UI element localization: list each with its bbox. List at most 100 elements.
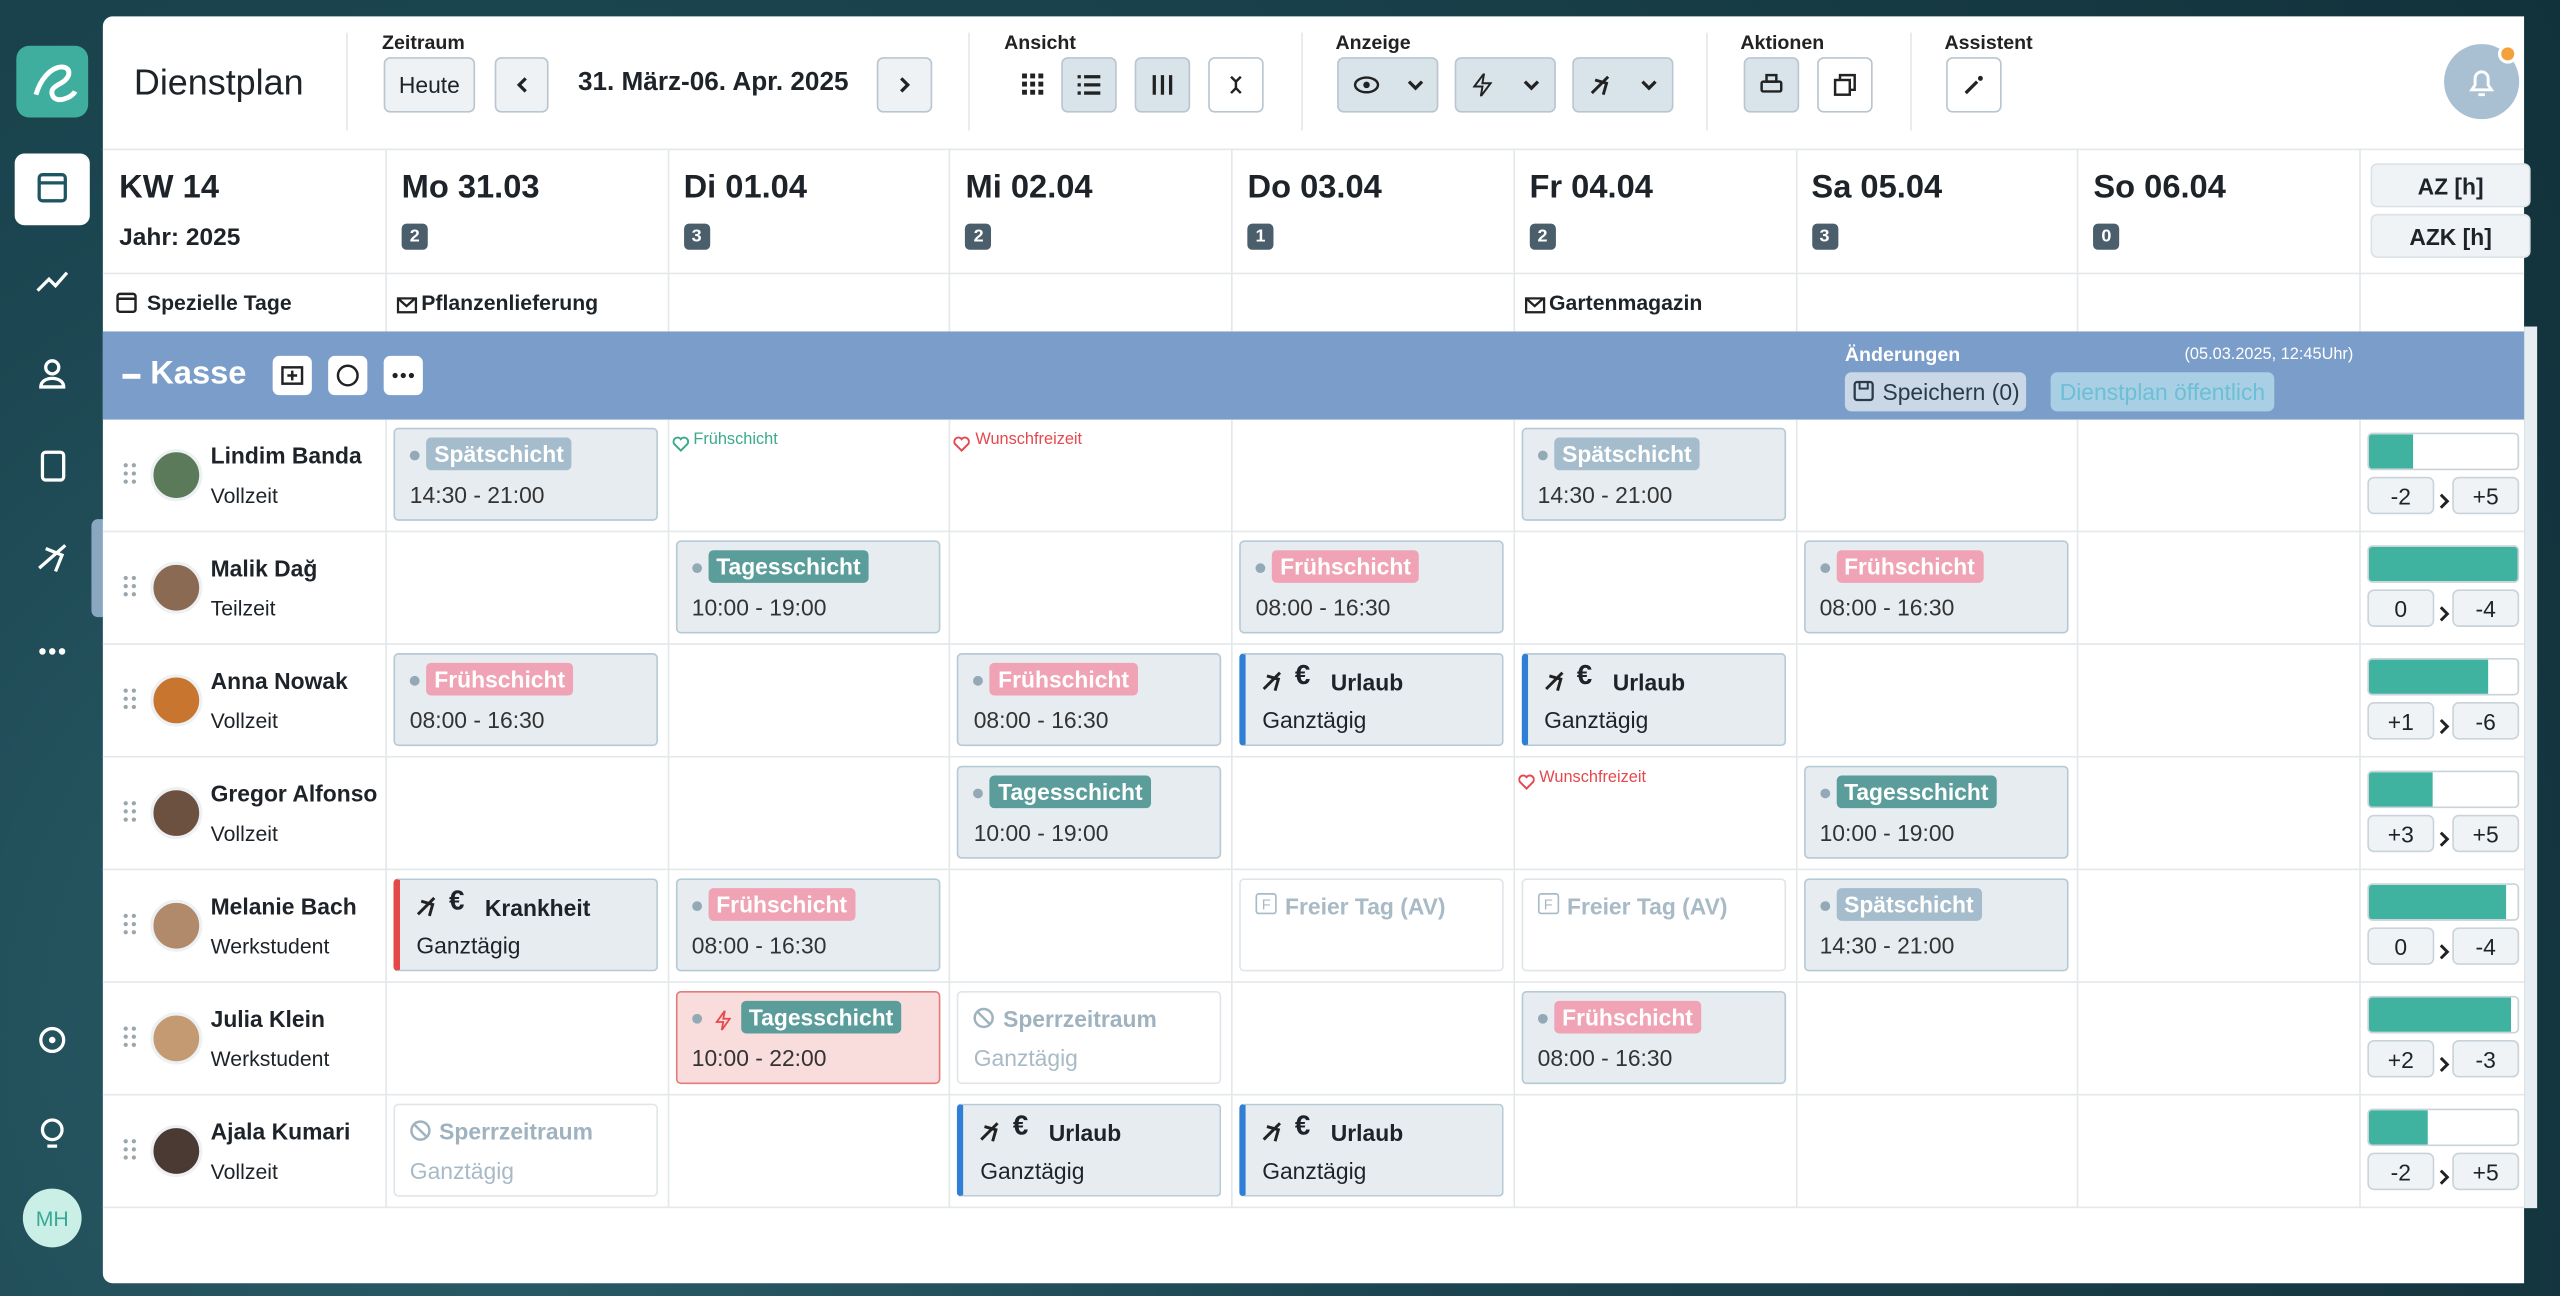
shift-time: 08:00 - 16:30 xyxy=(1255,594,1391,621)
cell-blocked[interactable]: Sperrzeitraum Ganztägig xyxy=(393,1103,658,1197)
next-button[interactable] xyxy=(876,57,933,113)
hours-bar-track xyxy=(2367,432,2520,471)
az-value[interactable]: +1 xyxy=(2367,702,2435,740)
group-comment[interactable] xyxy=(328,355,368,396)
az-value[interactable]: +2 xyxy=(2367,1039,2435,1078)
caret xyxy=(1522,80,1539,91)
cell-shift[interactable]: Spätschicht 14:30 - 21:00 xyxy=(1803,878,2068,972)
cell-blocked[interactable]: Sperrzeitraum Ganztägig xyxy=(957,991,1222,1085)
nav-settings[interactable] xyxy=(29,1017,75,1063)
cell-absence[interactable]: € Urlaub Ganztägig xyxy=(1521,653,1786,747)
nav-calendar[interactable] xyxy=(14,153,90,226)
heart-icon-svg xyxy=(953,436,971,452)
azk-value[interactable]: +5 xyxy=(2452,476,2520,515)
cell-shift[interactable]: Tagesschicht 10:00 - 19:00 xyxy=(675,540,940,634)
publish-button[interactable]: Dienstplan öffentlich xyxy=(2050,372,2275,412)
cell-shift[interactable]: Tagesschicht 10:00 - 22:00 xyxy=(675,991,940,1085)
employee-name: Anna Nowak xyxy=(210,667,348,694)
az-value[interactable]: +3 xyxy=(2367,814,2435,853)
status-dot xyxy=(1819,901,1830,912)
drag-handle-svg xyxy=(123,1139,136,1160)
logo[interactable] xyxy=(16,45,89,118)
nav-vacation[interactable] xyxy=(29,536,75,582)
display-eye[interactable] xyxy=(1337,57,1439,113)
scrollbar[interactable] xyxy=(2524,326,2538,1209)
collapse-minus[interactable] xyxy=(122,373,141,379)
print-button[interactable] xyxy=(1743,57,1800,113)
column-line xyxy=(949,148,951,332)
cell-shift[interactable]: Frühschicht 08:00 - 16:30 xyxy=(1239,540,1504,634)
azk-value[interactable]: -4 xyxy=(2452,927,2520,965)
summary-header: AZ [h] xyxy=(2370,163,2531,208)
azk-value[interactable]: +5 xyxy=(2452,814,2520,853)
cell-free[interactable]: F Freier Tag (AV) xyxy=(1239,878,1504,972)
nav-ideas[interactable] xyxy=(29,1110,75,1156)
nav-docs[interactable] xyxy=(29,444,75,490)
cell-shift[interactable]: Tagesschicht 10:00 - 19:00 xyxy=(957,765,1222,859)
display-absences[interactable] xyxy=(1572,57,1674,113)
date-range: 31. März-06. Apr. 2025 xyxy=(577,68,849,97)
employee-contract: Vollzeit xyxy=(210,483,278,508)
copy-button[interactable] xyxy=(1817,57,1873,113)
group-more[interactable] xyxy=(383,355,423,396)
az-value[interactable]: 0 xyxy=(2367,589,2435,627)
cell-shift[interactable]: Frühschicht 08:00 - 16:30 xyxy=(1521,991,1786,1085)
az-value[interactable]: -2 xyxy=(2367,1152,2435,1191)
arrow-icon xyxy=(2438,601,2451,630)
save-button[interactable]: Speichern (0) xyxy=(1844,372,2027,412)
cell-absence[interactable]: € Urlaub Ganztägig xyxy=(1239,653,1504,747)
nav-more[interactable] xyxy=(29,629,75,675)
employee-contract: Teilzeit xyxy=(210,595,276,621)
az-value[interactable]: -2 xyxy=(2367,476,2435,515)
drag-handle-svg xyxy=(123,688,136,710)
logo-icon xyxy=(33,64,78,103)
group-label: Assistent xyxy=(1944,31,2033,54)
cell-shift[interactable]: Frühschicht 08:00 - 16:30 xyxy=(957,653,1222,747)
prev-button[interactable] xyxy=(494,57,549,113)
copy-icon xyxy=(1833,73,1856,96)
free-label: Freier Tag (AV) xyxy=(1285,893,1446,920)
shift-label: Tagesschicht xyxy=(990,775,1151,809)
cell-absence[interactable]: € Krankheit Ganztägig xyxy=(393,878,658,972)
cell-absence[interactable]: € Urlaub Ganztägig xyxy=(957,1103,1222,1197)
status-dot xyxy=(973,788,984,799)
view-collapse[interactable] xyxy=(1208,57,1264,113)
display-conflicts[interactable] xyxy=(1454,57,1556,113)
column-line xyxy=(2359,419,2361,1209)
absence-label: Urlaub xyxy=(1048,1119,1122,1147)
nav-people[interactable] xyxy=(29,351,75,397)
az-value[interactable]: 0 xyxy=(2367,927,2435,965)
column-line xyxy=(385,419,387,1209)
cell-free[interactable]: F Freier Tag (AV) xyxy=(1521,878,1786,972)
cell-shift[interactable]: Frühschicht 08:00 - 16:30 xyxy=(1803,540,2068,634)
cell-absence[interactable]: € Urlaub Ganztägig xyxy=(1239,1103,1504,1197)
avatar xyxy=(150,899,203,952)
hours-bar xyxy=(2368,434,2414,469)
view-list[interactable] xyxy=(1061,57,1117,113)
azk-value[interactable]: +5 xyxy=(2452,1152,2520,1191)
nav-stats[interactable] xyxy=(29,258,75,304)
user-avatar[interactable]: MH xyxy=(22,1188,82,1248)
arrow-icon-svg xyxy=(2439,606,2450,622)
cell-shift[interactable]: Frühschicht 08:00 - 16:30 xyxy=(393,653,658,747)
azk-value[interactable]: -4 xyxy=(2452,589,2520,627)
view-columns[interactable] xyxy=(1134,57,1191,113)
cell-shift[interactable]: Spätschicht 14:30 - 21:00 xyxy=(393,427,658,521)
employee-contract: Werkstudent xyxy=(210,1046,330,1072)
group-add[interactable] xyxy=(272,355,312,396)
view-grid[interactable] xyxy=(1006,57,1062,113)
shift-label: Frühschicht xyxy=(1835,550,1984,583)
shift-time: 10:00 - 19:00 xyxy=(1819,819,1955,846)
shift-label: Frühschicht xyxy=(1553,1000,1702,1034)
azk-value[interactable]: -6 xyxy=(2452,702,2520,740)
hours-bar xyxy=(2368,772,2433,807)
cell-shift[interactable]: Frühschicht 08:00 - 16:30 xyxy=(675,878,940,972)
assistant-button[interactable] xyxy=(1946,57,2002,113)
divider xyxy=(968,32,970,131)
today-button[interactable]: Heute xyxy=(383,57,476,113)
cell-shift[interactable]: Tagesschicht 10:00 - 19:00 xyxy=(1803,765,2068,859)
cell-shift[interactable]: Spätschicht 14:30 - 21:00 xyxy=(1521,427,1786,521)
column-line xyxy=(667,148,669,332)
azk-value[interactable]: -3 xyxy=(2452,1039,2520,1078)
